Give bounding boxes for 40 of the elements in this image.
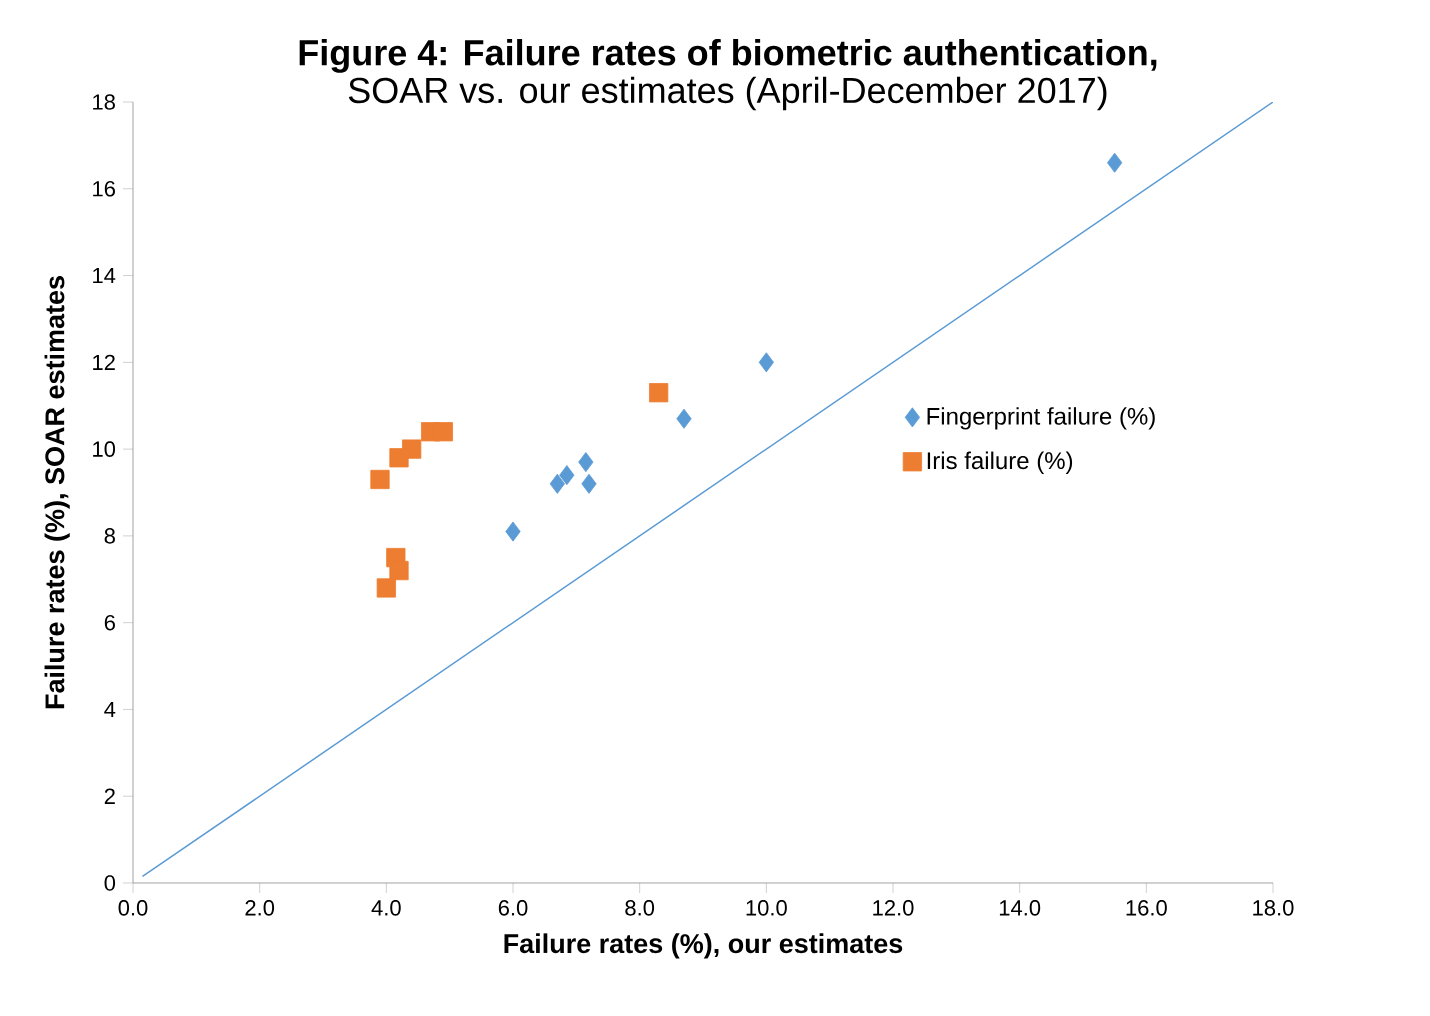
y-tick-label: 14 bbox=[93, 267, 116, 284]
point bbox=[1107, 152, 1123, 173]
x-tick-label: 10.0 bbox=[746, 900, 787, 916]
chart-subtitle: SOAR vs. our estimates (April-December 2017) bbox=[348, 76, 1107, 111]
x-tick-label: 4.0 bbox=[371, 900, 401, 916]
chart-title: Figure 4: Failure rates of biometric authentication, bbox=[299, 39, 1157, 73]
x-tick-label: 14.0 bbox=[999, 900, 1041, 916]
point bbox=[505, 521, 521, 542]
x-tick-label: 16.0 bbox=[1126, 900, 1167, 916]
y-tick-label: 6 bbox=[104, 614, 115, 631]
point bbox=[578, 452, 594, 473]
point bbox=[649, 383, 669, 403]
legend-label: Fingerprint failure (%) bbox=[927, 407, 1155, 430]
point bbox=[559, 465, 575, 486]
point bbox=[676, 408, 692, 429]
x-tick-label: 18.0 bbox=[1253, 900, 1294, 916]
x-tick-label: 8.0 bbox=[625, 900, 655, 916]
y-tick-label: 18 bbox=[93, 94, 115, 110]
legend-label: Iris failure (%) bbox=[927, 451, 1073, 474]
y-tick-label: 10 bbox=[93, 441, 116, 457]
x-tick-label: 12.0 bbox=[873, 900, 914, 916]
point bbox=[389, 560, 409, 581]
x-tick-label: 2.0 bbox=[245, 900, 275, 916]
point bbox=[402, 439, 422, 459]
y-tick-label: 4 bbox=[104, 701, 116, 717]
point bbox=[376, 578, 396, 598]
y-tick-label: 16 bbox=[93, 181, 115, 197]
x-axis-title: Failure rates (%), our estimates bbox=[504, 933, 903, 959]
x-tick-label: 0.0 bbox=[118, 900, 148, 916]
point bbox=[433, 422, 453, 442]
y-tick-label: 0 bbox=[104, 875, 116, 891]
point bbox=[581, 473, 597, 494]
point bbox=[549, 473, 565, 494]
x-tick-label: 6.0 bbox=[498, 900, 528, 916]
y-tick-label: 8 bbox=[104, 528, 115, 544]
y-axis-title: Failure rates (%), SOAR estimates bbox=[44, 276, 70, 709]
point bbox=[758, 352, 774, 373]
y-tick-label: 2 bbox=[104, 788, 115, 804]
y-tick-label: 12 bbox=[93, 354, 115, 370]
point bbox=[370, 469, 390, 490]
